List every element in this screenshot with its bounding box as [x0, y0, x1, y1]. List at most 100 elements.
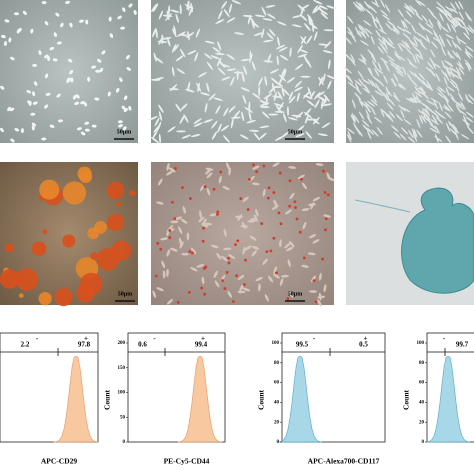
cell — [204, 40, 215, 44]
cell — [367, 100, 376, 107]
cell — [313, 31, 318, 41]
cell — [415, 54, 420, 64]
cell — [386, 102, 394, 111]
cell — [179, 115, 185, 124]
cell — [14, 12, 20, 16]
cell — [383, 74, 388, 84]
cell — [158, 111, 162, 121]
cell — [374, 67, 380, 77]
cell — [456, 62, 465, 70]
cell — [269, 69, 279, 74]
cell — [226, 162, 230, 170]
cell — [273, 199, 278, 208]
lipid — [288, 204, 292, 208]
cell — [372, 19, 378, 29]
cell — [347, 81, 356, 89]
cell — [444, 9, 453, 16]
cell — [433, 33, 441, 42]
cell — [181, 252, 190, 256]
x-axis-label: APC-CD29 — [41, 457, 77, 466]
cell — [193, 122, 203, 127]
cell — [253, 32, 264, 36]
cell — [387, 37, 394, 46]
cell — [371, 54, 377, 64]
cell — [166, 162, 170, 171]
cell — [32, 101, 38, 105]
cell — [122, 7, 126, 12]
cell — [240, 225, 249, 228]
cell — [440, 38, 446, 48]
cell — [431, 114, 438, 124]
cell — [251, 19, 255, 29]
cell — [33, 81, 38, 86]
cell — [324, 41, 332, 49]
cell — [209, 213, 218, 217]
cell — [157, 178, 163, 186]
lipid — [326, 193, 330, 197]
cell — [300, 6, 305, 17]
lipid — [267, 186, 271, 190]
cell — [226, 17, 236, 23]
cell — [371, 1, 380, 7]
cell — [446, 122, 451, 132]
cell — [199, 210, 202, 219]
cell — [388, 110, 396, 119]
cell — [122, 126, 127, 131]
cell — [367, 78, 374, 87]
y-tick-label: 20 — [419, 420, 425, 425]
y-tick-label: 0 — [422, 440, 425, 445]
cell — [187, 81, 191, 92]
cell — [169, 84, 178, 92]
cell — [30, 28, 34, 34]
cell — [363, 0, 370, 9]
cell — [464, 119, 470, 129]
cell — [251, 250, 258, 257]
cell — [370, 106, 376, 116]
cell — [259, 106, 270, 109]
cell — [170, 220, 179, 224]
cell — [357, 24, 366, 31]
nodule — [90, 252, 98, 260]
cell — [444, 12, 454, 19]
cell — [307, 252, 316, 256]
cell — [99, 67, 104, 73]
histogram — [425, 355, 471, 443]
cell — [427, 61, 434, 70]
cell — [274, 110, 285, 113]
cell — [386, 55, 395, 62]
cell — [358, 25, 366, 34]
cell — [397, 54, 406, 61]
cell — [417, 0, 426, 7]
cell — [413, 96, 422, 103]
cell — [403, 28, 412, 35]
lipid — [221, 279, 224, 282]
lipid — [314, 300, 318, 304]
nodule — [62, 181, 87, 205]
cell — [421, 109, 426, 119]
lipid — [322, 169, 325, 173]
cell — [431, 41, 438, 49]
cell — [345, 36, 352, 45]
cell — [56, 41, 62, 45]
cell — [445, 135, 452, 144]
scale-bar-label: 50μm — [117, 129, 131, 135]
cell — [212, 46, 221, 53]
nodule — [4, 243, 14, 253]
cell — [228, 3, 232, 14]
cell — [396, 70, 405, 77]
cell — [202, 218, 207, 226]
cell — [268, 275, 274, 283]
y-tick-label: 150 — [118, 366, 126, 371]
y-tick-label: 80 — [419, 361, 425, 366]
cell — [378, 23, 384, 33]
cell — [366, 115, 373, 125]
y-tick-label: 50 — [120, 415, 126, 420]
cell — [173, 25, 177, 36]
cell — [367, 67, 373, 76]
cell — [367, 127, 374, 136]
cell — [465, 111, 474, 118]
nodule — [0, 269, 20, 289]
cell — [288, 95, 296, 104]
cell — [347, 75, 354, 84]
cell — [463, 32, 471, 40]
